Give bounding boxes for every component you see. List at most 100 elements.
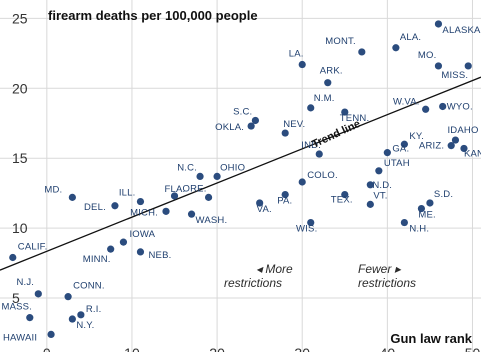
- chart-title: firearm deaths per 100,000 people: [48, 8, 258, 23]
- data-point-wash: [187, 210, 196, 218]
- point-label-wyo: WYO.: [447, 101, 473, 112]
- point-label-n-y: N.Y.: [76, 320, 94, 331]
- data-point-r-i: [77, 311, 85, 319]
- data-point-ore: [204, 193, 213, 201]
- trend-line-group: [0, 76, 481, 271]
- point-label-ind: IND.: [301, 140, 321, 151]
- point-label-s-d: S.D.: [434, 189, 453, 200]
- point-label-n-d: N.D.: [372, 180, 392, 191]
- point-label-ore: ORE.: [183, 183, 207, 194]
- point-label-colo: COLO.: [307, 170, 338, 181]
- point-label-kan: KAN.: [464, 148, 481, 159]
- data-point-conn: [64, 293, 72, 301]
- fewer-restrictions-line1: Fewer ▸: [358, 262, 402, 276]
- point-label-n-c: N.C.: [177, 162, 197, 173]
- fewer-restrictions-line2: restrictions: [358, 276, 416, 290]
- data-point-wis: [307, 218, 315, 227]
- point-label-n-h: N.H.: [409, 224, 429, 235]
- trend-line: [0, 76, 481, 271]
- x-axis-label: Gun law rank: [390, 331, 472, 346]
- data-point-del: [111, 202, 119, 210]
- data-point-iowa: [119, 238, 128, 246]
- y-tick-label: 15: [12, 150, 28, 166]
- data-point-n-c: [196, 172, 204, 180]
- data-point-alaska: [434, 20, 443, 28]
- y-tick-label: 25: [12, 10, 28, 26]
- point-label-hawaii: HAWAII: [3, 332, 37, 343]
- x-tick-label: 30: [294, 345, 310, 352]
- point-label-ariz: ARIZ.: [419, 141, 444, 152]
- point-label-miss: MISS.: [441, 70, 468, 81]
- x-tick-label: 0: [43, 345, 51, 352]
- point-label-ohio: OHIO: [220, 162, 245, 173]
- tick-labels: 5 10 15 20 25 0 10 20 30 40 50: [12, 10, 480, 352]
- data-point-wyo: [439, 102, 447, 111]
- point-label-mich: MICH.: [130, 207, 158, 218]
- point-label-tenn: TENN.: [340, 113, 370, 124]
- data-point-ky: [400, 140, 408, 148]
- data-point-s-d: [426, 199, 434, 207]
- point-label-va: VA.: [257, 204, 272, 215]
- data-point-n-m: [307, 104, 315, 112]
- point-label-md: MD.: [44, 184, 62, 195]
- data-point-n-d: [366, 181, 374, 189]
- data-point-okla: [247, 122, 255, 130]
- more-restrictions-line1: ◂ More: [256, 262, 293, 276]
- data-point-hawaii: [47, 330, 55, 339]
- point-label-mass: MASS.: [2, 302, 33, 313]
- y-tick-label: 20: [12, 80, 28, 96]
- point-label-neb: NEB.: [148, 250, 171, 261]
- point-label-n-m: N.M.: [314, 93, 335, 104]
- x-tick-label: 50: [465, 345, 481, 352]
- point-label-ark: ARK.: [320, 66, 343, 77]
- point-label-conn: CONN.: [73, 281, 105, 292]
- data-point-ga: [383, 149, 391, 157]
- data-point-ind: [315, 150, 323, 158]
- point-label-me: ME.: [418, 210, 436, 221]
- point-label-fla: FLA.: [165, 184, 186, 195]
- point-label-calif: CALIF.: [18, 242, 48, 253]
- data-point-tenn: [341, 108, 349, 116]
- point-label-tex: TEX.: [331, 195, 353, 206]
- data-point-fla: [170, 192, 179, 200]
- point-label-iowa: IOWA: [129, 229, 155, 240]
- point-label-mo: MO.: [418, 50, 437, 61]
- data-point-mass: [26, 314, 34, 322]
- data-point-nev: [281, 129, 289, 137]
- data-point-ariz: [447, 142, 455, 150]
- data-point-colo: [298, 178, 306, 186]
- point-label-utah: UTAH: [384, 158, 410, 169]
- point-label-pa: PA.: [277, 196, 292, 207]
- data-point-minn: [107, 245, 115, 253]
- data-point-n-h: [400, 218, 408, 227]
- point-label-ala: ALA.: [400, 32, 421, 43]
- point-label-mont: MONT.: [325, 36, 356, 47]
- data-point-calif: [9, 253, 17, 262]
- point-label-okla: OKLA.: [215, 122, 244, 133]
- point-label-n-j: N.J.: [16, 277, 34, 288]
- data-point-va: [256, 199, 264, 207]
- point-label-wis: WIS.: [296, 224, 317, 235]
- data-point-ala: [392, 44, 400, 52]
- data-point-ill: [136, 197, 145, 206]
- point-label-w-va: W.VA.: [393, 96, 420, 107]
- data-point-md: [68, 193, 76, 201]
- x-tick-label: 20: [209, 345, 225, 352]
- data-point-s-c: [251, 116, 259, 125]
- point-label-wash: WASH.: [196, 215, 228, 226]
- point-label-nev: NEV.: [283, 119, 305, 130]
- point-label-ga: GA.: [392, 144, 409, 155]
- point-label-la: LA.: [289, 49, 304, 60]
- x-tick-label: 40: [380, 345, 396, 352]
- more-restrictions-line2: restrictions: [224, 276, 282, 290]
- data-point-miss: [464, 62, 472, 70]
- data-point-n-j: [34, 290, 42, 298]
- data-point-me: [417, 204, 426, 213]
- y-tick-label: 5: [12, 290, 20, 306]
- data-points: [9, 20, 472, 339]
- data-point-idaho: [451, 136, 460, 144]
- data-point-ark: [324, 79, 332, 87]
- data-point-vt: [366, 200, 374, 208]
